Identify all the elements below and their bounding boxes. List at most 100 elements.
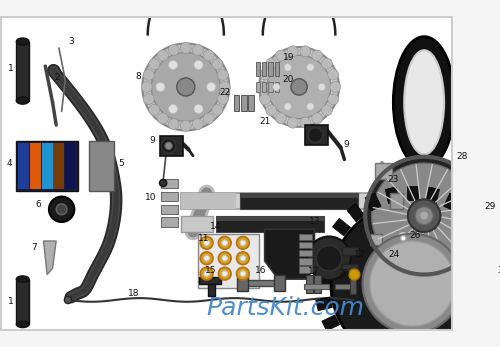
Circle shape bbox=[168, 119, 179, 129]
Polygon shape bbox=[332, 331, 350, 347]
Bar bbox=[390, 193, 404, 209]
Polygon shape bbox=[322, 315, 340, 331]
Ellipse shape bbox=[404, 50, 444, 154]
Circle shape bbox=[168, 44, 179, 55]
Bar bbox=[299, 258, 312, 264]
Bar bbox=[336, 283, 353, 289]
Circle shape bbox=[328, 94, 338, 105]
Bar bbox=[262, 61, 266, 76]
Circle shape bbox=[236, 267, 249, 280]
Text: 12: 12 bbox=[354, 250, 366, 259]
Text: 9: 9 bbox=[344, 141, 349, 150]
Ellipse shape bbox=[16, 276, 29, 282]
Polygon shape bbox=[485, 315, 500, 331]
Ellipse shape bbox=[16, 38, 29, 45]
Circle shape bbox=[372, 163, 476, 268]
Bar bbox=[372, 255, 392, 264]
Bar bbox=[200, 277, 221, 283]
Polygon shape bbox=[407, 186, 418, 200]
Bar bbox=[299, 234, 312, 240]
Circle shape bbox=[276, 113, 286, 124]
Bar bbox=[375, 163, 392, 179]
Bar bbox=[240, 193, 358, 198]
Circle shape bbox=[156, 83, 165, 92]
Circle shape bbox=[218, 252, 231, 264]
Bar bbox=[216, 215, 324, 221]
Circle shape bbox=[165, 142, 172, 150]
Circle shape bbox=[142, 43, 230, 130]
Circle shape bbox=[149, 59, 160, 69]
Bar bbox=[370, 234, 382, 245]
Circle shape bbox=[220, 82, 230, 92]
Circle shape bbox=[408, 199, 440, 232]
Bar bbox=[238, 276, 248, 291]
Text: PartsKit.com: PartsKit.com bbox=[206, 296, 364, 320]
Bar bbox=[299, 242, 312, 248]
Circle shape bbox=[349, 269, 360, 280]
Text: 4: 4 bbox=[6, 160, 12, 169]
Circle shape bbox=[240, 271, 246, 276]
Circle shape bbox=[370, 241, 455, 326]
Circle shape bbox=[180, 120, 191, 132]
Circle shape bbox=[218, 94, 228, 104]
Bar bbox=[268, 82, 273, 92]
Circle shape bbox=[318, 83, 326, 91]
Text: 6: 6 bbox=[35, 200, 41, 209]
Circle shape bbox=[204, 271, 210, 276]
Bar bbox=[16, 141, 78, 191]
Bar bbox=[262, 82, 266, 92]
Text: 8: 8 bbox=[136, 71, 141, 81]
Polygon shape bbox=[386, 187, 399, 204]
Circle shape bbox=[200, 237, 213, 249]
Circle shape bbox=[194, 60, 203, 69]
Bar bbox=[342, 264, 358, 271]
Bar bbox=[241, 95, 246, 111]
Text: 23: 23 bbox=[388, 175, 399, 184]
Circle shape bbox=[160, 179, 167, 187]
Circle shape bbox=[162, 138, 176, 153]
Circle shape bbox=[259, 47, 339, 127]
Polygon shape bbox=[492, 256, 500, 270]
Polygon shape bbox=[426, 187, 440, 204]
Circle shape bbox=[276, 50, 286, 61]
Circle shape bbox=[300, 117, 311, 128]
Bar bbox=[16, 42, 29, 101]
Text: 14: 14 bbox=[210, 222, 222, 231]
Circle shape bbox=[322, 105, 332, 116]
Circle shape bbox=[268, 55, 331, 119]
Bar bbox=[66, 143, 76, 189]
Bar bbox=[16, 279, 29, 324]
Bar bbox=[182, 215, 213, 232]
Bar bbox=[234, 95, 239, 111]
Polygon shape bbox=[485, 236, 500, 252]
Text: 20: 20 bbox=[282, 75, 294, 84]
Circle shape bbox=[222, 255, 228, 261]
Circle shape bbox=[316, 246, 342, 271]
Text: 19: 19 bbox=[282, 53, 294, 62]
Circle shape bbox=[307, 237, 350, 280]
Circle shape bbox=[152, 52, 220, 121]
Text: 3: 3 bbox=[68, 37, 73, 46]
Bar bbox=[208, 283, 215, 296]
Circle shape bbox=[312, 113, 322, 124]
Circle shape bbox=[144, 69, 154, 81]
Circle shape bbox=[158, 50, 168, 61]
Bar bbox=[54, 143, 64, 189]
Bar bbox=[30, 143, 41, 189]
Circle shape bbox=[284, 103, 292, 110]
Polygon shape bbox=[316, 256, 332, 270]
Bar bbox=[162, 205, 178, 214]
Polygon shape bbox=[347, 204, 364, 222]
Circle shape bbox=[307, 64, 314, 71]
Polygon shape bbox=[492, 297, 500, 311]
Text: 5: 5 bbox=[118, 160, 124, 169]
Text: 24: 24 bbox=[388, 250, 400, 259]
Circle shape bbox=[168, 60, 177, 69]
Circle shape bbox=[260, 69, 270, 80]
Polygon shape bbox=[474, 218, 492, 236]
Ellipse shape bbox=[394, 37, 455, 168]
Polygon shape bbox=[316, 297, 332, 311]
Bar bbox=[299, 250, 312, 256]
Circle shape bbox=[240, 240, 246, 246]
Circle shape bbox=[212, 104, 223, 115]
